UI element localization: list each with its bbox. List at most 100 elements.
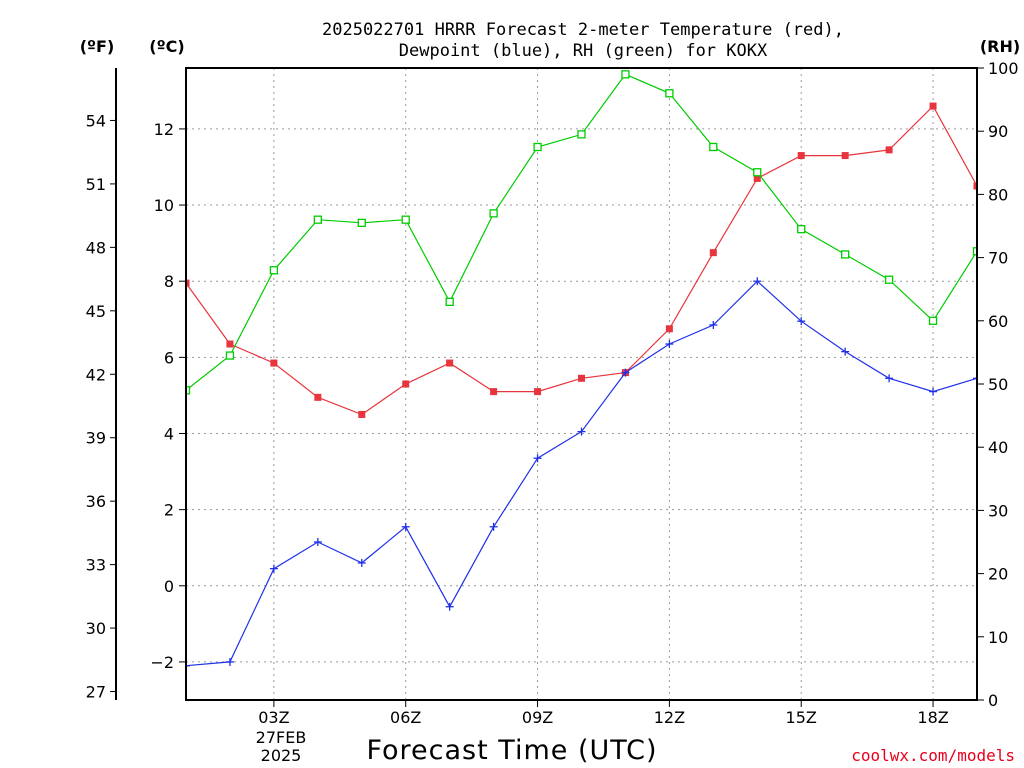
rh-line [186,73,977,391]
celsius-tick-label: 10 [154,196,174,215]
celsius-tick-label: 2 [164,501,174,520]
rh-point [313,215,322,224]
temperature-point [841,152,849,160]
dewpoint-point [577,427,586,436]
rh-point [533,142,542,152]
rh-point [797,225,806,234]
dewpoint-point [929,387,938,396]
dewpoint-point [186,661,190,670]
rh-tick-label: 50 [988,375,1008,394]
rh-point [577,130,586,139]
fahrenheit-axis: 27 30 33 36 39 42 45 48 51 54 [86,68,117,702]
celsius-tick-label: 8 [164,272,174,291]
rh-tick-label: 60 [988,312,1008,331]
celsius-tick-label: 12 [154,120,174,139]
temperature-point [797,152,805,160]
fahrenheit-tick-label: 36 [86,492,106,511]
rh-axis: 0 10 20 30 40 50 60 70 80 90 100 [977,59,1019,710]
x-tick-label: 15Z [786,708,817,727]
rh-point [709,142,718,152]
temperature-point [973,182,977,190]
celsius-unit-label: (ºC) [149,37,184,56]
dewpoint-point [665,340,674,349]
temperature-point [226,340,234,348]
celsius-tick-label: −2 [150,653,174,672]
dewpoint-line [186,280,977,667]
rh-tick-label: 30 [988,501,1008,520]
rh-point [357,218,366,227]
rh-point [841,250,850,259]
rh-tick-label: 20 [988,565,1008,584]
chart-title-line2: Dewpoint (blue), RH (green) for KOKX [399,41,768,61]
dewpoint-point [621,368,630,377]
celsius-axis: −2 0 2 4 6 8 10 12 [150,120,186,672]
rh-tick-label: 70 [988,249,1008,268]
x-axis-title: Forecast Time (UTC) [366,735,657,766]
fahrenheit-tick-label: 54 [86,111,106,130]
dewpoint-point [753,277,762,286]
dewpoint-point [401,522,410,531]
dewpoint-point [841,347,850,356]
celsius-tick-label: 6 [164,348,174,367]
fahrenheit-tick-label: 48 [86,238,106,257]
temperature-point [753,174,761,182]
x-tick-label: 12Z [654,708,685,727]
fahrenheit-tick-label: 42 [86,365,106,384]
temperature-point [578,374,585,382]
dewpoint-point [885,374,894,383]
temperature-point [665,325,673,333]
temperature-point [270,359,278,367]
date-label-year: 2025 [261,746,302,765]
fahrenheit-tick-label: 30 [86,619,106,638]
rh-point [489,209,498,218]
credit-link[interactable]: coolwx.com/models [851,746,1015,765]
rh-point [401,215,410,224]
rh-point [884,275,894,284]
rh-point [445,297,454,306]
celsius-tick-label: 4 [164,424,174,443]
rh-tick-label: 90 [988,122,1008,141]
rh-point [186,386,191,395]
dewpoint-point [489,522,498,531]
x-tick-label: 09Z [522,708,553,727]
dewpoint-point [797,317,806,326]
temperature-point [490,388,498,396]
x-tick-label: 06Z [390,708,421,727]
fahrenheit-unit-label: (ºF) [80,37,115,56]
rh-point [621,70,630,79]
dewpoint-point [533,454,542,463]
celsius-tick-label: 0 [164,577,174,596]
fahrenheit-tick-label: 27 [86,683,106,702]
grid [186,68,977,700]
rh-point [753,168,762,177]
dewpoint-point [973,374,977,383]
dewpoint-point [357,558,366,567]
temperature-point [358,410,366,418]
rh-series [186,70,977,395]
temperature-line [186,105,977,416]
plot-frame [185,67,978,701]
fahrenheit-tick-label: 39 [86,429,106,448]
rh-unit-label: (RH) [980,37,1020,56]
temperature-point [402,380,410,388]
dewpoint-point [313,538,322,546]
rh-point [269,266,279,275]
date-label-day: 27FEB [256,728,307,747]
temperature-point [534,388,542,396]
temperature-point [446,359,454,367]
rh-point [928,316,938,325]
dewpoint-series [186,277,977,670]
temperature-point [314,393,322,401]
chart-title-line1: 2025022701 HRRR Forecast 2-meter Tempera… [322,20,844,40]
series-layer [186,70,977,670]
rh-point [225,351,235,360]
temperature-point [709,249,717,257]
rh-tick-label: 10 [988,628,1008,647]
rh-tick-label: 80 [988,185,1008,204]
temperature-point [186,279,190,287]
fahrenheit-tick-label: 45 [86,302,106,321]
fahrenheit-tick-label: 51 [86,175,106,194]
dewpoint-point [445,602,454,611]
rh-tick-label: 0 [988,691,998,710]
